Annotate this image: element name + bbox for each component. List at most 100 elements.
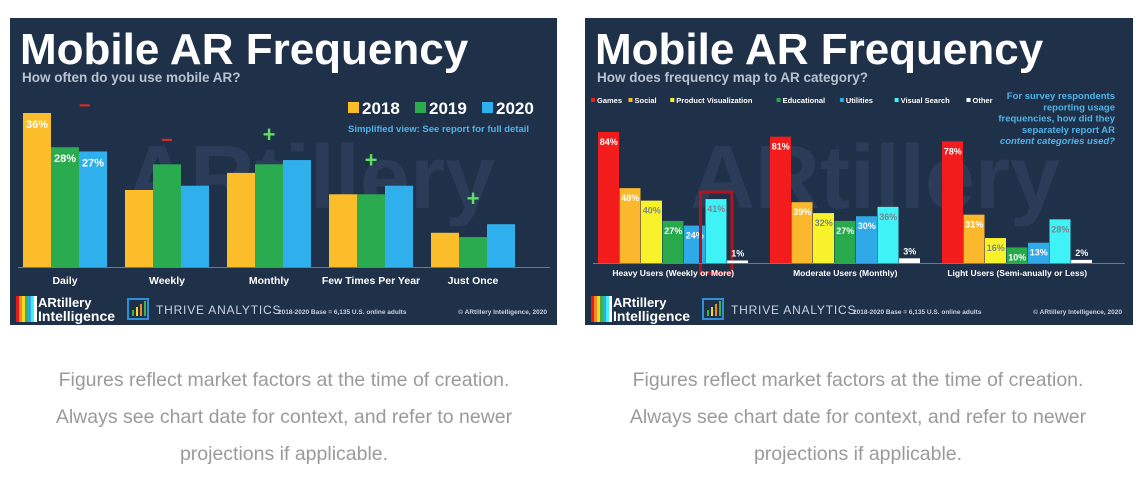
legend-label-Other: Other: [973, 96, 993, 105]
bar-Social-Moderate Users (Monthly): [791, 202, 813, 263]
artillery-logo-stripe: [606, 296, 609, 322]
thrive-logo-bar: [711, 307, 713, 316]
category-label: Heavy Users (Weekly or More): [612, 268, 734, 278]
artillery-logo-stripe: [609, 296, 612, 322]
data-label: 81%: [772, 142, 790, 152]
legend-swatch-Utilities: [839, 98, 844, 102]
artillery-logo-stripe: [591, 296, 594, 322]
bar-2019-Daily: [51, 147, 79, 267]
bar-2020-Monthly: [283, 160, 311, 267]
bar-Utilities-Light Users (Semi-anually or Less): [1028, 242, 1049, 263]
artillery-logo-stripe: [31, 296, 34, 322]
legend-label-Social: Social: [635, 96, 657, 105]
thrive-logo-bar: [707, 310, 709, 316]
thrive-logo-bar: [140, 304, 142, 316]
caption-line: projections if applicable.: [179, 443, 389, 465]
bar-2020-Few Times Per Year: [385, 185, 413, 267]
thrive-logo-text: THRIVE ANALYTICS: [731, 303, 856, 317]
data-label: 10%: [1008, 252, 1026, 262]
caption-line: projections if applicable.: [753, 443, 963, 465]
bar-2019-Monthly: [255, 164, 283, 267]
category-label: Few Times Per Year: [322, 275, 420, 287]
artillery-logo-text: Intelligence: [613, 308, 690, 324]
legend-label-Utilities: Utilities: [846, 96, 873, 105]
caption-line: Figures reflect market factors at the ti…: [58, 369, 510, 391]
bar-Visual Search-Light Users (Semi-anually or Less): [1049, 219, 1071, 263]
data-label: 40%: [643, 206, 661, 216]
artillery-logo-stripe: [25, 296, 28, 322]
legend-label-2018: 2018: [362, 99, 400, 118]
category-chart: ARtillery Mobile AR Frequency How does f…: [591, 25, 1125, 324]
artillery-logo-stripe: [28, 296, 31, 322]
highlight-box: [699, 190, 734, 275]
thrive-logo-bar: [719, 301, 721, 316]
bar-Games-Moderate Users (Monthly): [770, 136, 791, 263]
category-label: Light Users (Semi-anually or Less): [947, 268, 1087, 278]
thrive-logo-text: THRIVE ANALYTICS: [156, 303, 281, 317]
data-label: 2%: [1075, 248, 1088, 258]
legend-swatch-Product Visualization: [670, 98, 675, 102]
data-label: 28%: [1051, 224, 1069, 234]
legend-label-Games: Games: [597, 96, 622, 105]
data-label: 13%: [1030, 248, 1048, 258]
chart-note-line: For survey respondents: [1007, 91, 1115, 102]
bar-2018-Daily: [23, 113, 51, 267]
data-label: 27%: [664, 226, 682, 236]
chart-subtitle: How does frequency map to AR category?: [597, 70, 868, 85]
data-label: 16%: [987, 243, 1005, 253]
chart-title: Mobile AR Frequency: [595, 25, 1044, 74]
legend-swatch-Educational: [776, 98, 781, 102]
data-label: 30%: [858, 221, 876, 231]
trend-marker: −: [79, 95, 91, 117]
disclaimer-caption: Figures reflect market factors at the ti…: [34, 362, 534, 473]
chart-subtitle: How often do you use mobile AR?: [22, 70, 241, 85]
bar-2019-Few Times Per Year: [357, 194, 385, 267]
legend-swatch-2018: [348, 102, 359, 113]
disclaimer-caption: Figures reflect market factors at the ti…: [608, 362, 1108, 473]
data-label: 36%: [879, 212, 897, 222]
artillery-logo-stripe: [16, 296, 19, 322]
watermark: ARtillery: [690, 128, 1060, 228]
legend-swatch-2019: [415, 102, 426, 113]
artillery-logo-stripe: [19, 296, 22, 322]
bar-2018-Monthly: [227, 172, 255, 267]
data-label: 36%: [26, 119, 48, 131]
category-label: Weekly: [149, 275, 185, 287]
data-label: 78%: [944, 146, 962, 156]
bar-2019-Weekly: [153, 164, 181, 267]
trend-marker: +: [263, 122, 276, 147]
bar-Social-Light Users (Semi-anually or Less): [963, 214, 985, 263]
frequency-chart: ARtillery Mobile AR Frequency How often …: [16, 25, 550, 324]
thrive-logo-bar: [715, 304, 717, 316]
trend-marker: +: [467, 186, 480, 211]
chart-note-line: content categories used?: [1000, 136, 1115, 147]
artillery-logo-stripe: [603, 296, 606, 322]
artillery-logo-stripe: [597, 296, 600, 322]
bar-Product Visualization-Moderate Users (Monthly): [813, 213, 834, 263]
data-label: 31%: [965, 220, 983, 230]
chart-note-line: frequencies, how did they: [998, 114, 1115, 125]
bar-Visual Search-Heavy Users (Weekly or More): [705, 199, 727, 263]
thrive-logo-icon: [127, 298, 149, 320]
thrive-logo-bar: [132, 310, 134, 316]
data-label: 32%: [815, 218, 833, 228]
bar-Other-Light Users (Semi-anually or Less): [1071, 259, 1092, 263]
trend-marker: +: [365, 148, 378, 173]
chart-note: Simplified view: See report for full det…: [348, 124, 529, 135]
chart-note-line: reporting usage: [1043, 102, 1115, 113]
legend-label-Product Visualization: Product Visualization: [676, 96, 753, 105]
chart-title: Mobile AR Frequency: [20, 25, 469, 74]
artillery-logo-stripe: [594, 296, 597, 322]
artillery-logo-stripe: [22, 296, 25, 322]
category-label: Monthly: [249, 275, 289, 287]
category-label: Moderate Users (Monthly): [793, 268, 898, 278]
bar-2018-Just Once: [431, 232, 459, 267]
artillery-logo-stripe: [600, 296, 603, 322]
bar-Product Visualization-Heavy Users (Weekly or More): [641, 200, 662, 263]
bar-Games-Light Users (Semi-anually or Less): [942, 141, 963, 263]
base-note: 2018-2020 Base = 6,135 U.S. online adult…: [278, 309, 407, 316]
legend-swatch-2020: [482, 102, 493, 113]
bar-2019-Just Once: [459, 237, 487, 267]
base-note: 2018-2020 Base = 6,135 U.S. online adult…: [853, 309, 982, 316]
